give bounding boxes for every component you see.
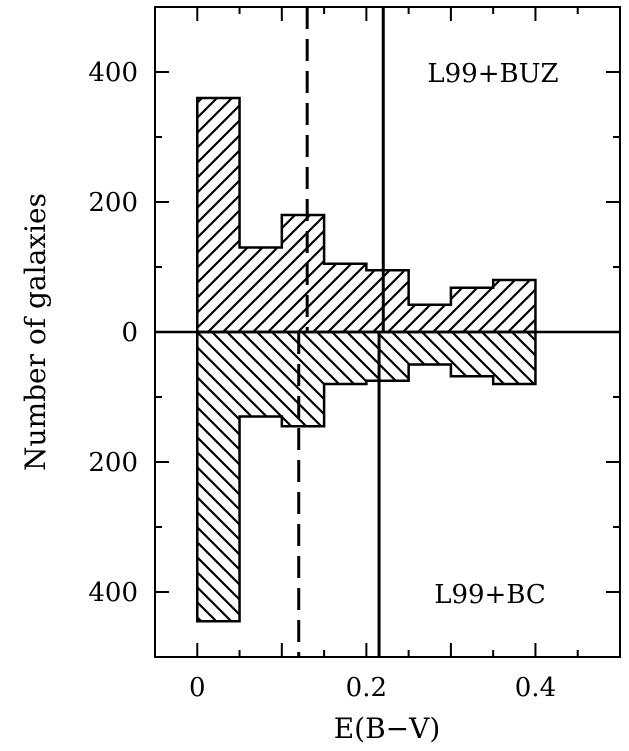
y-tick-label: 200 [88,448,138,478]
y-axis-title: Number of galaxies [19,193,52,471]
x-tick-label: 0 [189,673,206,703]
x-axis-title: E(B−V) [334,712,441,745]
y-tick-label: 200 [88,188,138,218]
annotation-l99-bc: L99+BC [434,580,546,610]
tick-labels: 0 0.2 0.4 400 200 0 200 400 [88,58,556,703]
x-tick-label: 0.4 [515,673,556,703]
axis-ticks [154,6,621,658]
histogram-bars [196,96,537,623]
y-tick-label: 400 [88,58,138,88]
reference-lines [297,7,385,657]
histogram-series-0 [196,96,537,334]
annotation-l99-buz: L99+BUZ [427,59,558,89]
y-tick-label: 400 [88,578,138,608]
x-tick-label: 0.2 [346,673,387,703]
histogram-series-1 [196,330,537,623]
y-tick-label: 0 [121,318,138,348]
